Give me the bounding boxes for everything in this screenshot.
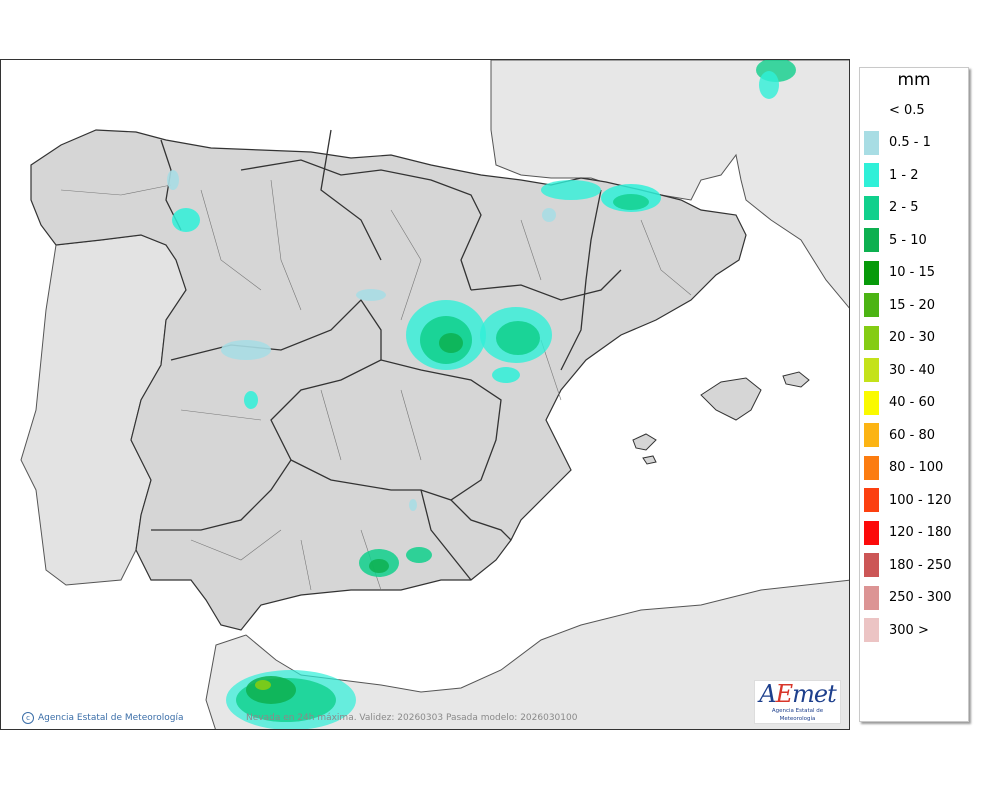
copyright-icon: c <box>22 712 34 724</box>
legend-item: 100 - 120 <box>864 486 952 514</box>
legend-label: < 0.5 <box>889 102 925 118</box>
legend-item: 300 > <box>864 616 929 644</box>
legend-item: 60 - 80 <box>864 421 935 449</box>
legend-swatch <box>864 585 879 610</box>
snow-area <box>541 180 601 200</box>
snow-area <box>492 367 520 383</box>
legend-label: 0.5 - 1 <box>889 135 931 150</box>
legend-item: 1 - 2 <box>864 161 919 189</box>
africa-land <box>205 579 849 729</box>
legend-item: 30 - 40 <box>864 356 935 384</box>
ibiza <box>632 433 657 451</box>
legend-label: 1 - 2 <box>889 167 919 183</box>
legend-item: < 0.5 <box>864 96 925 124</box>
legend-item: 250 - 300 <box>864 584 952 612</box>
snow-area <box>172 208 200 232</box>
snow-areas <box>167 60 796 729</box>
aemet-logo: AEmet Agencia Estatal de Meteorología <box>754 680 841 724</box>
logo-subtitle: Agencia Estatal de Meteorología <box>771 708 824 722</box>
legend-swatch <box>864 260 879 285</box>
france-land <box>490 60 849 309</box>
agency-credit-text: Agencia Estatal de Meteorología <box>38 713 184 723</box>
spain-land <box>30 129 747 631</box>
legend-swatch <box>864 423 879 447</box>
map-caption: Nevada en 24h máxima. Validez: 20260303 … <box>246 713 578 723</box>
legend-label: 180 - 250 <box>889 557 952 573</box>
legend-swatch <box>864 390 879 415</box>
legend-swatch <box>864 130 879 155</box>
logo-letters-met: met <box>792 680 837 708</box>
legend-swatch <box>864 618 879 642</box>
snow-area <box>409 499 417 511</box>
legend-label: 10 - 15 <box>889 265 936 280</box>
legend-item: 180 - 250 <box>864 551 952 579</box>
snow-map <box>0 59 850 730</box>
legend-item: 20 - 30 <box>864 324 935 352</box>
legend-swatch <box>864 228 879 252</box>
legend-item: 120 - 180 <box>864 519 952 547</box>
logo-letter-e: E <box>775 680 794 708</box>
legend: mm < 0.5 0.5 - 1 1 - 2 2 - 5 5 - 10 10 - 15 15… <box>859 67 969 722</box>
snow-area <box>255 680 271 690</box>
menorca <box>782 371 810 388</box>
legend-swatch <box>864 488 879 512</box>
legend-item: 40 - 60 <box>864 389 935 417</box>
legend-item: 10 - 15 <box>864 259 935 287</box>
legend-label: 40 - 60 <box>889 395 936 410</box>
legend-unit: mm <box>897 70 931 90</box>
legend-label: 60 - 80 <box>889 427 936 443</box>
snow-area <box>246 676 296 704</box>
map-canvas <box>20 60 849 729</box>
legend-swatch <box>864 98 879 122</box>
agency-credit: c Agencia Estatal de Meteorología <box>22 712 184 724</box>
legend-label: 250 - 300 <box>889 590 952 605</box>
legend-swatch <box>864 455 879 480</box>
legend-item: 2 - 5 <box>864 194 919 222</box>
legend-swatch <box>864 553 879 577</box>
snow-area <box>244 391 258 409</box>
snow-area <box>221 340 271 360</box>
legend-swatch <box>864 195 879 220</box>
legend-label: 300 > <box>889 622 929 638</box>
legend-label: 80 - 100 <box>889 460 944 475</box>
snow-area <box>369 559 389 573</box>
legend-swatch <box>864 293 879 317</box>
snow-area <box>406 547 432 563</box>
snow-area <box>167 170 179 190</box>
legend-item: 15 - 20 <box>864 291 935 319</box>
snow-area <box>542 208 556 222</box>
legend-item: 0.5 - 1 <box>864 129 931 157</box>
legend-label: 5 - 10 <box>889 232 927 248</box>
legend-label: 2 - 5 <box>889 200 919 215</box>
snow-area <box>496 321 540 355</box>
legend-label: 120 - 180 <box>889 525 952 540</box>
snow-area <box>356 289 386 301</box>
legend-item: 80 - 100 <box>864 454 943 482</box>
formentera <box>642 455 657 465</box>
legend-label: 20 - 30 <box>889 330 936 345</box>
legend-label: 30 - 40 <box>889 362 936 378</box>
legend-item: 5 - 10 <box>864 226 927 254</box>
mallorca <box>700 377 762 421</box>
legend-swatch <box>864 358 879 382</box>
legend-swatch <box>864 520 879 545</box>
snow-area <box>439 333 463 353</box>
legend-label: 15 - 20 <box>889 297 936 313</box>
legend-label: 100 - 120 <box>889 492 952 508</box>
logo-letter-a: A <box>759 680 776 708</box>
snow-area <box>759 71 779 99</box>
legend-swatch <box>864 325 879 350</box>
legend-swatch <box>864 163 879 187</box>
snow-area <box>613 194 649 210</box>
